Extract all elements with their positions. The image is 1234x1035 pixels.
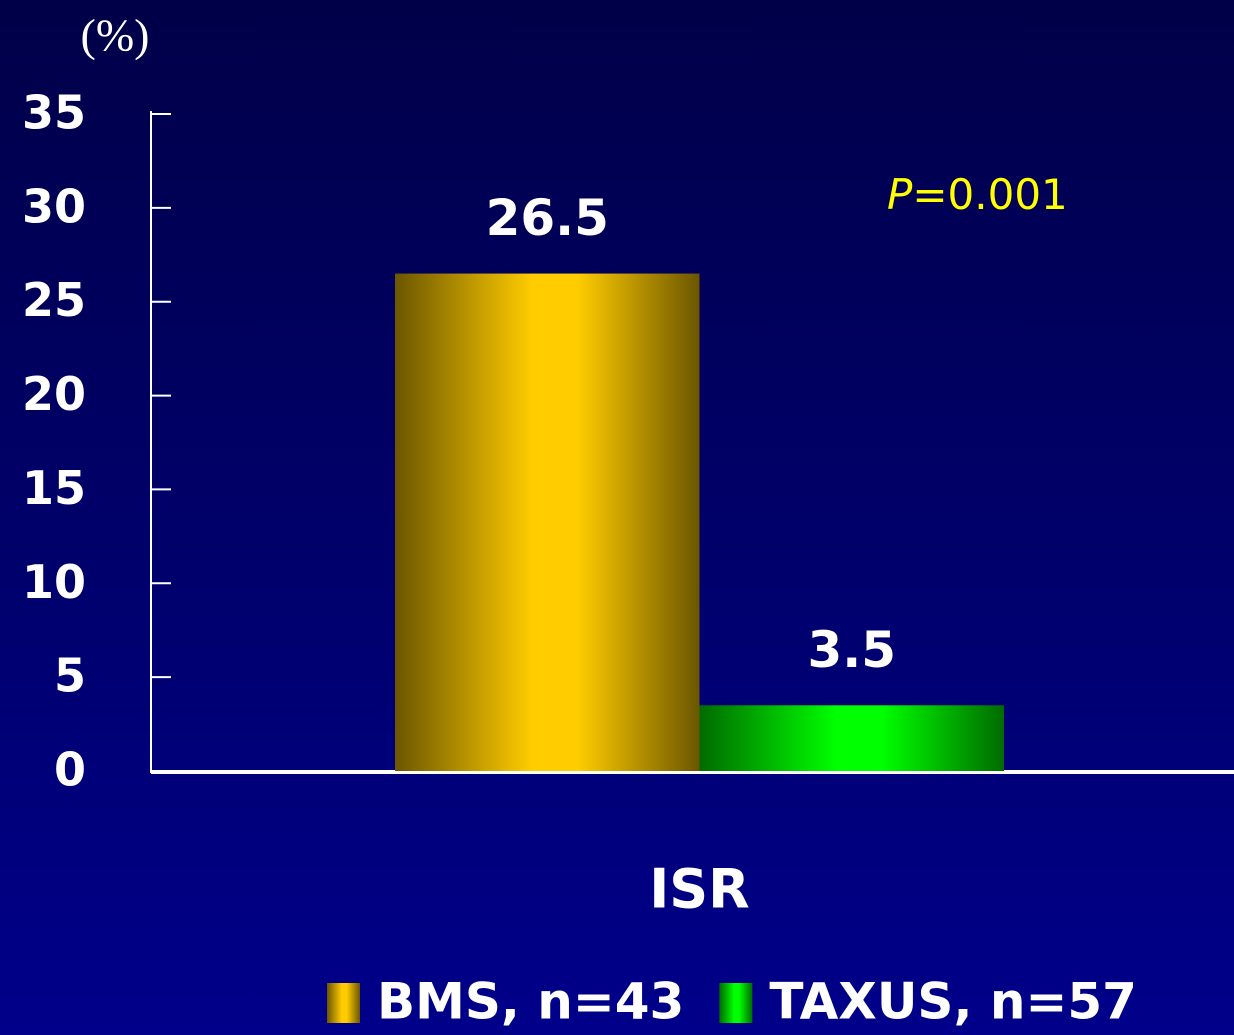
y-tick-label: 30	[22, 179, 86, 233]
legend-label: BMS, n=43	[377, 973, 684, 1031]
annotation-text: =0.001	[912, 170, 1067, 219]
y-tick-label: 10	[22, 555, 86, 609]
y-tick-label: 5	[54, 649, 86, 703]
y-tick-label: 35	[22, 86, 86, 140]
value-label: 26.5	[486, 189, 609, 247]
y-tick-label: 20	[22, 367, 86, 421]
y-tick-label: 0	[54, 743, 86, 797]
y-tick-label: 25	[22, 273, 86, 327]
legend-swatch	[327, 983, 360, 1023]
legend-swatch	[719, 983, 753, 1023]
bar	[699, 705, 1004, 771]
annotation-symbol: P	[887, 170, 913, 219]
value-label: 3.5	[807, 621, 896, 679]
x-tick-label: ISR	[649, 858, 750, 921]
y-axis-label: (%)	[81, 10, 150, 61]
y-tick-label: 15	[22, 461, 86, 515]
bar	[395, 273, 700, 771]
annotation: P=0.001	[887, 170, 1068, 219]
legend-label: TAXUS, n=57	[769, 973, 1137, 1031]
